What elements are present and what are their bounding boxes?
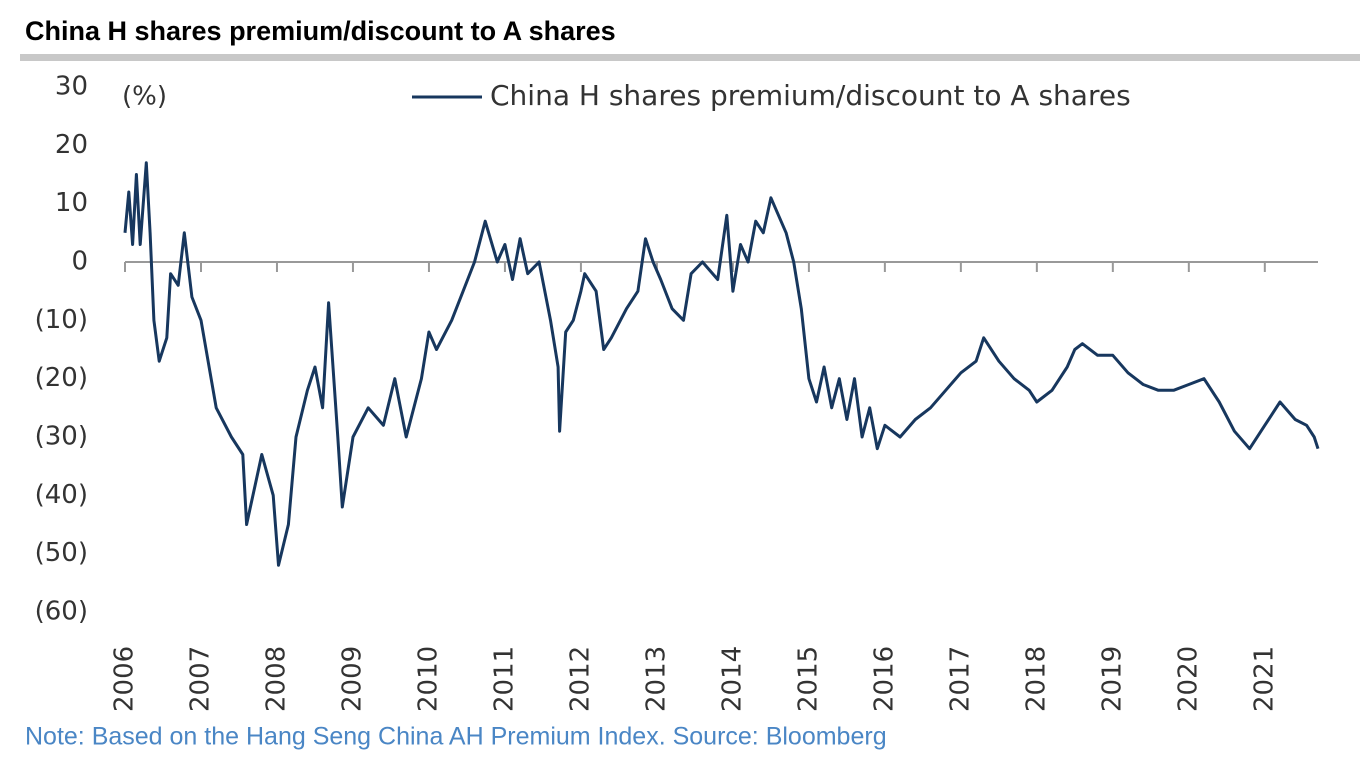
x-tick-label: 2017 xyxy=(945,646,975,712)
y-tick-label: 10 xyxy=(55,188,88,218)
y-tick-label: (60) xyxy=(35,597,88,627)
x-tick-label: 2012 xyxy=(565,646,595,712)
x-tick-label: 2011 xyxy=(489,646,519,712)
y-tick-label: (20) xyxy=(35,363,88,393)
x-tick-label: 2014 xyxy=(717,646,747,712)
x-tick-label: 2009 xyxy=(337,646,367,712)
note: Note: Based on the Hang Seng China AH Pr… xyxy=(25,723,887,751)
y-tick-label: 20 xyxy=(55,130,88,160)
x-tick-label: 2007 xyxy=(185,646,215,712)
y-unit: (%) xyxy=(122,82,167,112)
x-tick-label: 2010 xyxy=(413,646,443,712)
y-tick-label: (50) xyxy=(35,538,88,568)
y-tick-label: (10) xyxy=(35,305,88,335)
y-tick-label: 0 xyxy=(71,247,88,277)
x-tick-label: 2015 xyxy=(793,646,823,712)
x-tick-label: 2019 xyxy=(1097,646,1127,712)
y-tick-label: (40) xyxy=(35,480,88,510)
x-tick-label: 2016 xyxy=(869,646,899,712)
title-rule xyxy=(20,54,1360,61)
x-tick-label: 2013 xyxy=(641,646,671,712)
x-tick-label: 2018 xyxy=(1021,646,1051,712)
series-line xyxy=(123,161,1320,567)
y-tick-label: 30 xyxy=(55,72,88,102)
x-tick-label: 2021 xyxy=(1249,646,1279,712)
legend-label: China H shares premium/discount to A sha… xyxy=(490,79,1131,112)
chart-title: China H shares premium/discount to A sha… xyxy=(25,16,616,46)
x-tick-label: 2020 xyxy=(1173,646,1203,712)
x-tick-label: 2008 xyxy=(261,646,291,712)
y-tick-label: (30) xyxy=(35,422,88,452)
x-tick-label: 2006 xyxy=(110,646,140,712)
